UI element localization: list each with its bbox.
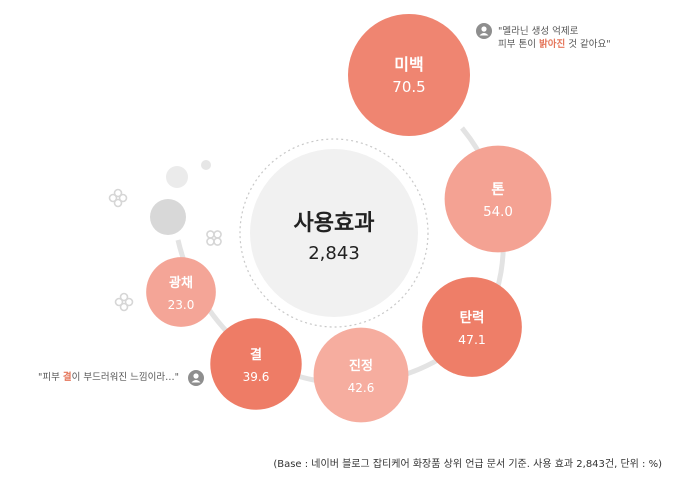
bubble-value: 23.0 — [168, 298, 195, 312]
quote-bottom-highlight: 결 — [62, 372, 72, 383]
user-icon — [188, 370, 204, 386]
bubble-label: 톤 — [491, 181, 504, 198]
decor-dot-large — [150, 199, 186, 235]
center-circle-outline — [239, 138, 429, 328]
bubble-value: 54.0 — [483, 205, 513, 220]
bubble-value: 42.6 — [348, 381, 375, 395]
quote-top-text: 피부 톤이 — [498, 39, 539, 50]
center-value: 2,843 — [308, 243, 360, 264]
bubble-label: 미백 — [394, 55, 423, 74]
bubble-value: 47.1 — [458, 332, 486, 347]
bubble-label: 탄력 — [460, 309, 485, 326]
user-icon — [476, 23, 492, 39]
bubble-1 — [348, 14, 470, 136]
quote-bottom-text-end: 이 부드러워진 느낌이라…" — [71, 372, 179, 383]
bubble-4 — [313, 327, 409, 423]
center-circle — [250, 149, 418, 317]
quote-top-line2: 피부 톤이 밝아진 것 같아요" — [498, 38, 611, 51]
bubble-5 — [210, 318, 302, 410]
bubble-value: 70.5 — [392, 78, 425, 96]
quote-top: "멜라닌 생성 억제로 피부 톤이 밝아진 것 같아요" — [498, 25, 611, 51]
bubble-label: 결 — [250, 347, 262, 363]
bubble-2 — [444, 145, 552, 253]
bubble-3 — [422, 277, 522, 377]
bubble-label: 광채 — [169, 276, 193, 291]
sparkle-icon — [108, 188, 222, 312]
bubble-6 — [146, 257, 216, 327]
quote-top-text-end: 것 같아요" — [565, 39, 611, 50]
bubble-label: 진정 — [349, 358, 373, 374]
quote-bottom-text: "피부 — [38, 372, 63, 383]
footnote: (Base : 네이버 블로그 잡티케어 화장품 상위 언급 문서 기준. 사용… — [273, 459, 662, 470]
decor-dot-small — [201, 160, 211, 170]
decor-dot-medium — [166, 166, 188, 188]
quote-top-line1: "멜라닌 생성 억제로 — [498, 26, 579, 37]
center-label: 사용효과 — [294, 211, 375, 236]
quote-bottom: "피부 결이 부드러워진 느낌이라…" — [38, 371, 179, 384]
bubble-group: 미백 70.5 톤 54.0 탄력 47.1 진정 42.6 결 39.6 광채 23.0 — [146, 14, 552, 423]
bubble-value: 39.6 — [243, 370, 270, 384]
quote-top-highlight: 밝아진 — [539, 39, 566, 50]
